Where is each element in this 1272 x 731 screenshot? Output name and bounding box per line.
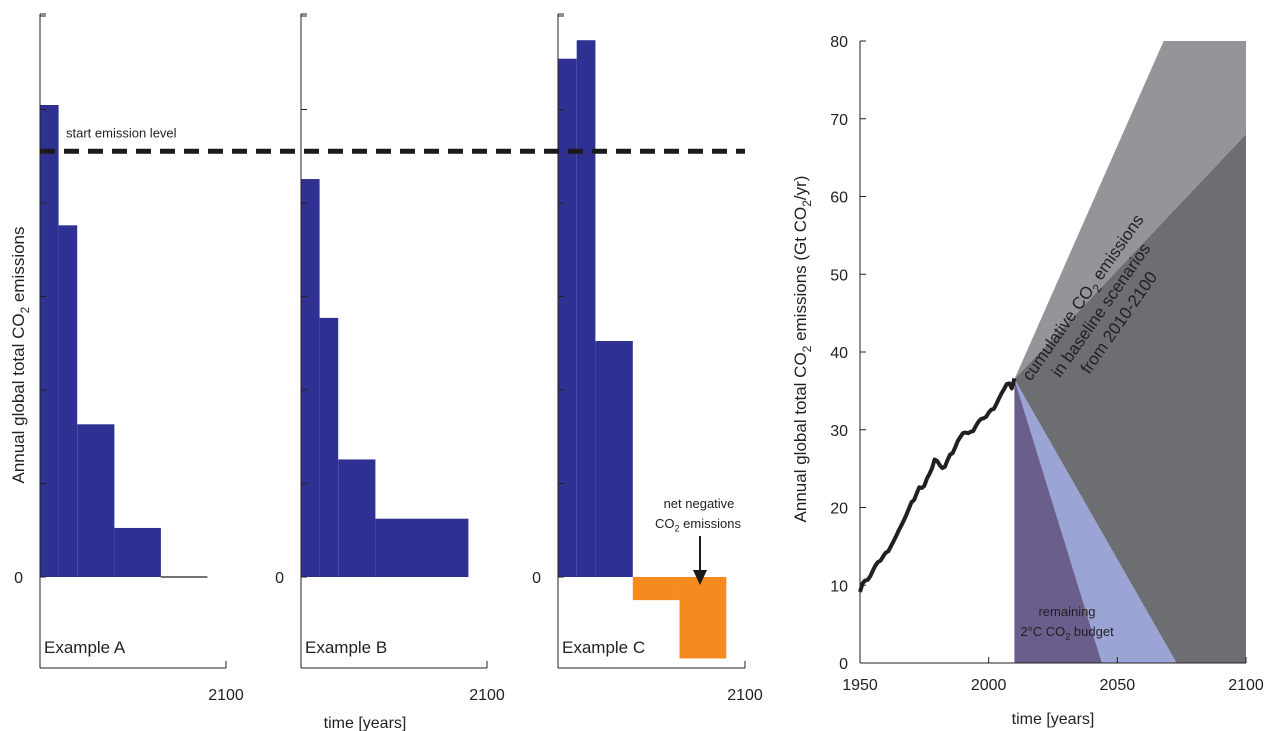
zero-label-c: 0 [532,570,541,587]
region-budget-upper [1014,379,1177,663]
budget-annotation-line2: 2°C CO2 budget [1020,624,1114,642]
right-ylabel-part-5: /yr) [791,176,810,201]
bar-a-4 [114,527,161,577]
right-y-axis-label: Annual global total CO2 emissions (Gt CO… [791,176,814,523]
left-y-axis-label: Annual global total CO2 emissions [9,226,32,483]
bar-c-5 [679,577,727,659]
left-ylabel-text-suffix: emissions [9,226,28,306]
bar-a-1 [40,105,59,577]
panel-example-b: 0 Example B 2100 [275,13,505,704]
right-y-tick-label-30: 30 [830,423,848,440]
bar-b-4 [375,518,469,577]
start-emission-level-label: start emission level [66,125,177,140]
left-ylabel-text-prefix: Annual global total CO [9,313,28,483]
right-y-tick-label-10: 10 [830,578,848,595]
bar-c-1 [558,58,577,578]
right-y-tick-label-40: 40 [830,345,848,362]
x-end-label-c: 2100 [727,687,763,704]
net-negative-label-line1: net negative [664,496,735,511]
net-negative-label-line2-prefix: CO [655,516,675,531]
net-negative-label-line2-sub: 2 [675,524,680,534]
right-ylabel-part-2: 2 [800,345,814,352]
panel-title-a: Example A [44,638,126,657]
right-y-tick-label-50: 50 [830,267,848,284]
panel-title-b: Example B [305,638,387,657]
budget-annotation-line2-suffix: budget [1070,624,1114,639]
net-negative-annotation: net negative CO2 emissions [655,496,741,585]
budget-annotation-line2-prefix: 2°C CO [1020,624,1065,639]
right-x-tick-label-2100: 2100 [1228,677,1264,694]
right-y-tick-label-60: 60 [830,190,848,207]
right-x-tick-label-1950: 1950 [842,677,878,694]
left-x-axis-label: time [years] [324,715,407,731]
panel-example-a: 0 Example A 2100 [14,13,244,704]
panel-title-c: Example C [562,638,645,657]
bar-b-2 [319,317,339,577]
right-x-tick-label-2000: 2000 [971,677,1007,694]
budget-annotation-line2-sub: 2 [1065,632,1070,642]
right-ylabel-part-3: emissions (Gt CO [791,207,810,346]
x-end-label-b: 2100 [469,687,505,704]
bar-b-3 [338,459,376,577]
net-negative-label-line2-suffix: emissions [680,516,742,531]
right-axes: 0 10 20 30 40 50 60 70 80 1950 2000 2050 2100 [830,34,1264,694]
right-y-tick-label-20: 20 [830,501,848,518]
right-y-tick-label-70: 70 [830,112,848,129]
bar-c-2 [576,40,596,577]
right-y-tick-label-80: 80 [830,34,848,51]
left-panels: Annual global total CO2 emissions 0Examp… [9,13,763,731]
budget-annotation-line1: remaining [1038,604,1095,619]
right-x-tick-label-2050: 2050 [1100,677,1136,694]
right-ylabel-part-4: 2 [800,200,814,207]
zero-label-b: 0 [275,570,284,587]
right-ylabel-text: Annual global total CO2 emissions (Gt CO… [791,176,814,523]
bar-a-3 [77,424,115,577]
net-negative-arrow-head [693,570,707,585]
bar-a-2 [58,225,78,577]
bar-c-3 [595,341,633,577]
x-end-label-a: 2100 [208,687,244,704]
left-ylabel-text-sub: 2 [18,306,32,313]
zero-label-a: 0 [14,570,23,587]
region-budget-lower [1014,379,1102,663]
right-y-tick-label-0: 0 [839,656,848,673]
panel-example-c: 0 Example C 2100 [532,13,763,704]
region-baseline-lower [1014,134,1246,664]
right-ylabel-part-1: Annual global total CO [791,352,810,522]
left-ylabel-text: Annual global total CO2 emissions [9,226,32,483]
net-negative-label-line2: CO2 emissions [655,516,741,534]
bar-c-4 [632,577,680,601]
historical-emissions-line [858,377,1017,593]
right-x-axis-label: time [years] [1012,711,1095,728]
bar-b-1 [301,179,320,577]
region-baseline-upper [1014,41,1246,380]
scenario-regions [1014,41,1246,664]
